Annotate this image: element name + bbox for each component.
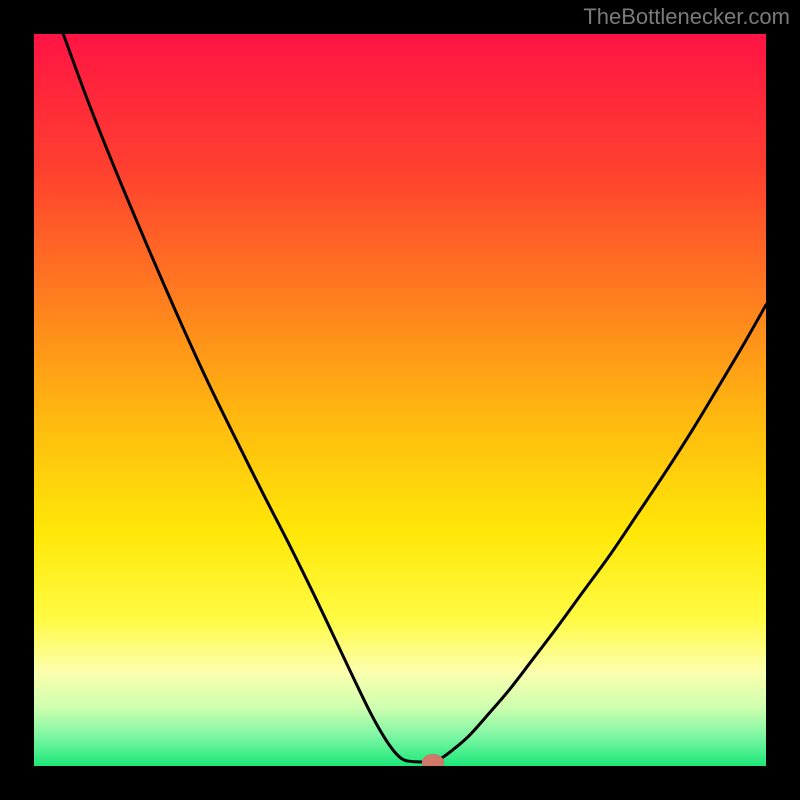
bottleneck-curve	[63, 34, 766, 762]
watermark-text: TheBottlenecker.com	[583, 4, 790, 30]
curve-overlay	[34, 34, 766, 766]
current-point-marker	[422, 754, 444, 766]
chart-container: TheBottlenecker.com	[0, 0, 800, 800]
plot-area	[34, 34, 766, 766]
